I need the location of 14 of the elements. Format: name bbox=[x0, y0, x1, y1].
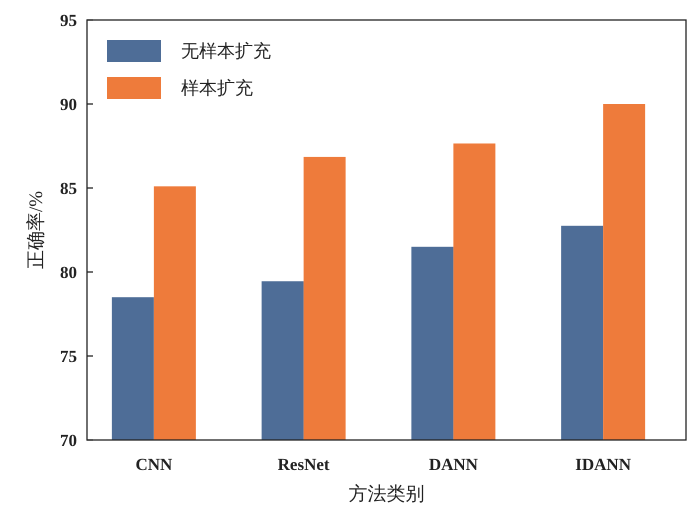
x-tick-label: CNN bbox=[135, 455, 174, 474]
x-axis-title: 方法类别 bbox=[348, 483, 424, 505]
y-tick-label: 85 bbox=[60, 179, 77, 198]
y-tick-label: 80 bbox=[60, 263, 77, 282]
y-tick-label: 70 bbox=[60, 431, 77, 450]
y-tick-label: 75 bbox=[60, 347, 77, 366]
x-tick-label: IDANN bbox=[575, 455, 632, 474]
y-tick-label: 90 bbox=[60, 95, 77, 114]
y-axis-title: 正确率/% bbox=[25, 190, 47, 270]
legend-label: 无样本扩充 bbox=[181, 41, 271, 61]
y-tick-label: 95 bbox=[60, 11, 77, 30]
legend-label: 样本扩充 bbox=[181, 78, 253, 98]
x-tick-label: ResNet bbox=[278, 455, 330, 474]
x-tick-label: DANN bbox=[428, 455, 479, 474]
